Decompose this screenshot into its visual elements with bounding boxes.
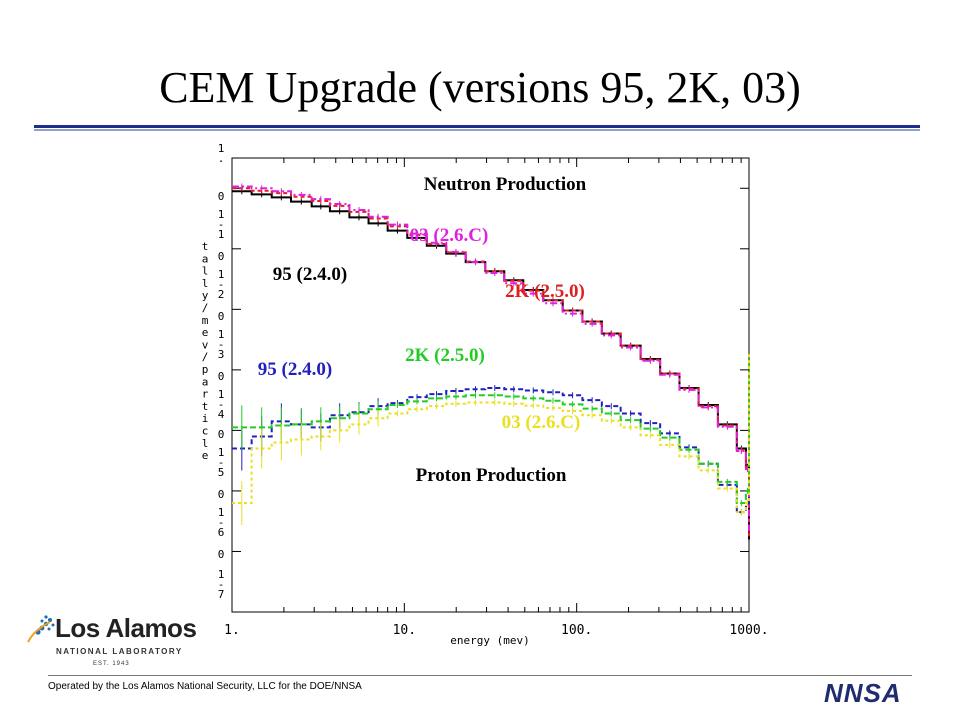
footer-text: Operated by the Los Alamos National Secu…	[48, 681, 362, 692]
logo-subtext: NATIONAL LABORATORY	[56, 647, 183, 656]
y-tick-label: 0	[218, 190, 225, 203]
x-axis-label: energy (mev)	[450, 634, 529, 647]
y-tick-label: 0	[218, 370, 225, 383]
x-tick-label: 1.	[224, 623, 240, 638]
y-tick-label: 1 -2	[218, 268, 225, 301]
x-tick-label: 100.	[561, 623, 592, 638]
chart-annotation: 03 (2.6.C)	[502, 412, 581, 433]
x-tick-label: 10.	[393, 623, 416, 638]
y-tick-label: 1.	[218, 142, 225, 165]
title-rule	[34, 125, 920, 128]
series-line	[232, 387, 750, 514]
logo-est: EST. 1943	[93, 661, 130, 667]
chart-annotation: 2K (2.5.0)	[405, 345, 485, 366]
y-axis-label: t a l l y / m e v / p a r t i c l e	[202, 240, 209, 462]
series-line	[232, 357, 750, 505]
y-tick-label: 0	[218, 488, 225, 501]
y-tick-label: 1 -6	[218, 506, 225, 539]
chart-annotation: Proton Production	[416, 465, 567, 486]
plot-frame	[231, 157, 750, 613]
nnsa-logo: NNSA	[824, 678, 902, 708]
chart-annotation: 03 (2.6.C)	[410, 225, 489, 246]
y-tick-label: 1 -1	[218, 208, 225, 241]
y-tick-label: 1 -5	[218, 446, 225, 479]
chart-annotation: 2K (2.5.0)	[505, 281, 585, 302]
slide-title: CEM Upgrade (versions 95, 2K, 03)	[159, 63, 801, 112]
los-alamos-logo-icon	[27, 615, 55, 643]
x-tick-label: 1000.	[729, 623, 768, 638]
y-tick-label: 1 -7	[218, 568, 225, 601]
footer-divider	[48, 675, 912, 676]
series-line	[232, 185, 750, 534]
chart-annotation: 95 (2.4.0)	[273, 264, 347, 285]
logo-text: Los Alamos	[55, 613, 197, 643]
y-tick-label: 0	[218, 548, 225, 561]
y-tick-label: 0	[218, 310, 225, 323]
chart-annotation: 95 (2.4.0)	[258, 359, 332, 380]
y-tick-label: 0	[218, 428, 225, 441]
y-tick-label: 0	[218, 250, 225, 263]
y-tick-label: 1 -4	[218, 388, 225, 421]
chart-annotation: Neutron Production	[424, 174, 587, 195]
y-tick-label: 1 -3	[218, 328, 225, 361]
title-rule-shadow	[34, 129, 920, 131]
